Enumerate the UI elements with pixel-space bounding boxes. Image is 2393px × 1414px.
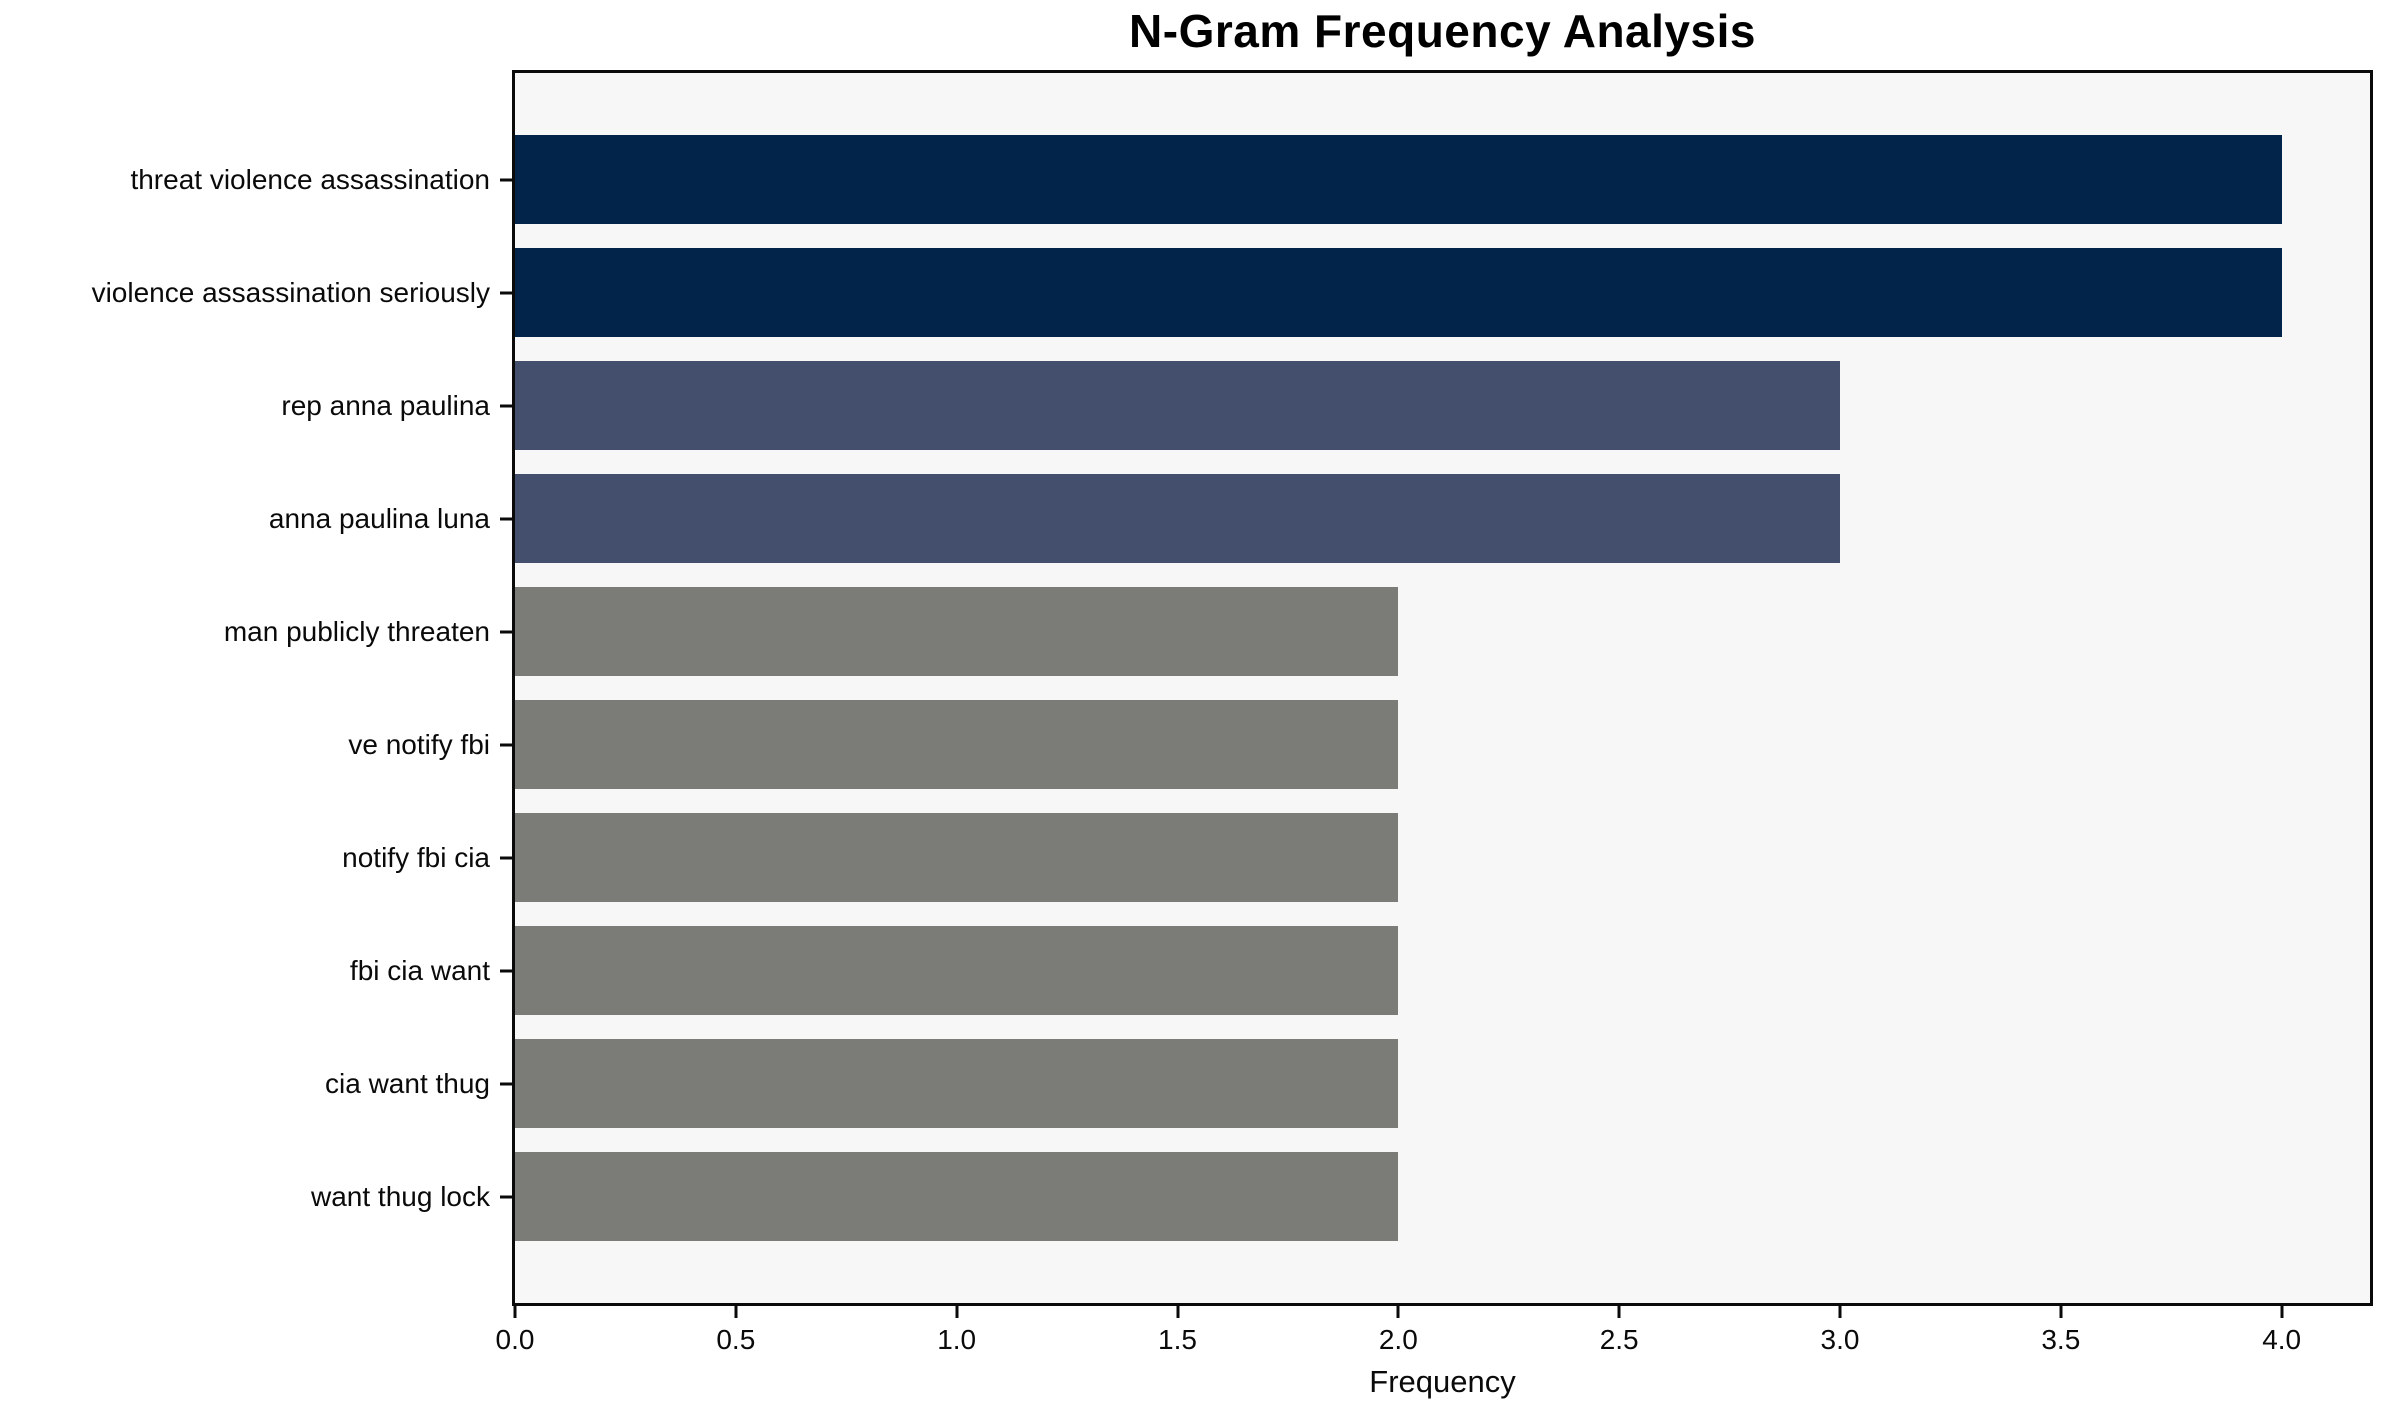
y-tick-mark xyxy=(500,1082,512,1085)
y-tick-label: cia want thug xyxy=(325,1067,490,1099)
bar-5 xyxy=(515,587,1399,676)
x-tick-mark xyxy=(1838,1306,1842,1318)
x-tick-mark xyxy=(2280,1306,2284,1318)
x-tick-label: 4.0 xyxy=(2262,1324,2302,1355)
x-tick-mark xyxy=(955,1306,959,1318)
chart-title: N-Gram Frequency Analysis xyxy=(1129,5,1756,57)
y-tick-mark xyxy=(500,178,512,181)
x-tick-label: 0.0 xyxy=(495,1324,535,1355)
y-tick-label: ve notify fbi xyxy=(348,728,490,760)
x-axis: 0.0 0.5 1.0 1.5 2.0 2.5 3.0 3.5 4.0 xyxy=(496,1306,2370,1376)
x-tick-label: 2.5 xyxy=(1599,1324,1639,1355)
y-tick-label: notify fbi cia xyxy=(342,841,490,873)
x-tick-mark xyxy=(513,1306,517,1318)
x-tick-label: 0.5 xyxy=(716,1324,756,1355)
bar-6 xyxy=(515,700,1399,789)
x-axis-title: Frequency xyxy=(1369,1364,1516,1399)
x-tick-mark xyxy=(1396,1306,1400,1318)
y-tick-mark xyxy=(500,404,512,407)
y-tick-label: man publicly threaten xyxy=(223,615,490,647)
y-tick-mark xyxy=(500,630,512,633)
y-tick-mark xyxy=(500,743,512,746)
y-tick-mark xyxy=(500,291,512,294)
plot-area xyxy=(512,70,2373,1306)
bars-container xyxy=(515,73,2370,1303)
bar-2 xyxy=(515,248,2282,337)
x-tick-mark xyxy=(1176,1306,1179,1318)
x-tick-label: 1.0 xyxy=(937,1324,977,1355)
x-tick-mark xyxy=(734,1306,738,1318)
bar-1 xyxy=(515,135,2282,224)
y-tick-label: violence assassination seriously xyxy=(91,276,490,308)
bar-4 xyxy=(515,474,1840,563)
y-tick-label: threat violence assassination xyxy=(130,163,490,195)
x-tick-label: 3.0 xyxy=(1820,1324,1860,1355)
y-tick-label: fbi cia want xyxy=(349,954,490,986)
y-tick-mark xyxy=(500,517,512,520)
bar-10 xyxy=(515,1152,1399,1241)
y-tick-label: anna paulina luna xyxy=(268,502,490,534)
bar-3 xyxy=(515,361,1840,450)
bar-8 xyxy=(515,926,1399,1015)
y-tick-mark xyxy=(500,1195,512,1198)
y-tick-mark xyxy=(500,969,512,972)
bar-9 xyxy=(515,1039,1399,1128)
y-tick-mark xyxy=(500,856,512,859)
y-tick-label: rep anna paulina xyxy=(281,389,490,421)
x-tick-mark xyxy=(2059,1306,2063,1318)
x-tick-mark xyxy=(1617,1306,1621,1318)
x-tick-label: 3.5 xyxy=(2041,1324,2081,1355)
x-tick-label: 1.5 xyxy=(1158,1324,1197,1355)
y-axis-labels: threat violence assassination violence as… xyxy=(0,73,512,1303)
y-tick-label: want thug lock xyxy=(311,1180,490,1212)
x-tick-label: 2.0 xyxy=(1378,1324,1418,1355)
bar-7 xyxy=(515,813,1399,902)
